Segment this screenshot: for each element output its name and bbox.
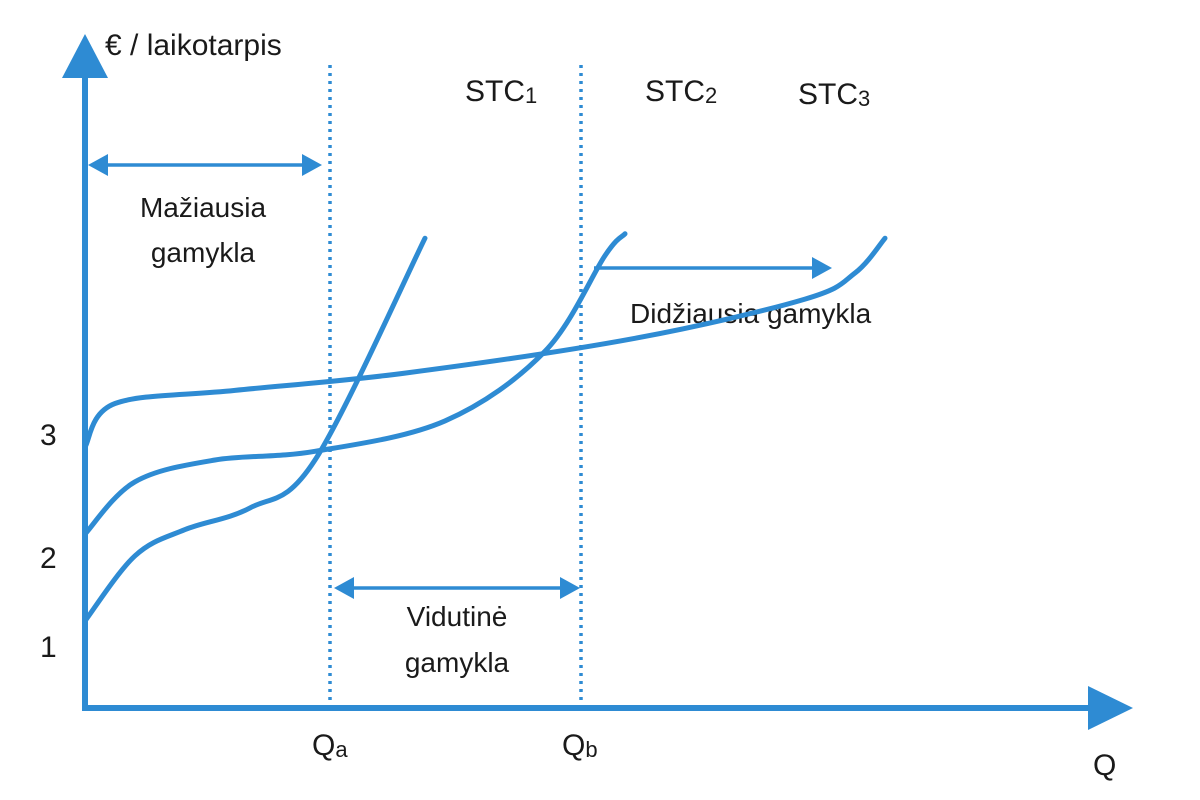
x-axis-label: Q — [1093, 749, 1116, 782]
stc2-label-main: STC — [645, 75, 705, 108]
stc3-label-main: STC — [798, 78, 858, 111]
stc2-label-sub: 2 — [705, 83, 717, 108]
stc3-curve — [82, 235, 888, 450]
medium-plant-label: Vidutinė — [407, 601, 508, 632]
y-tick-label: 1 — [40, 631, 57, 664]
y-tick-label: 2 — [40, 542, 57, 575]
stc3-label: STC3 — [798, 78, 870, 111]
stc1-label-main: STC — [465, 75, 525, 108]
x-tick-main: Q — [312, 729, 335, 762]
smallest-plant-label: Mažiausia — [140, 192, 266, 223]
x-tick-sub: b — [585, 737, 597, 762]
smallest-plant-arrowhead-left — [88, 154, 108, 176]
y-axis-arrowhead — [62, 34, 108, 78]
medium-plant-arrowhead-left — [334, 577, 354, 599]
medium-plant-arrowhead-right — [560, 577, 580, 599]
largest-plant-arrowhead — [812, 257, 832, 279]
stc1-label: STC1 — [465, 75, 537, 108]
stc3-label-sub: 3 — [858, 86, 870, 111]
stc2-label: STC2 — [645, 75, 717, 108]
x-axis-arrowhead — [1088, 686, 1133, 730]
stc1-curve — [82, 235, 428, 624]
medium-plant-label: gamykla — [405, 647, 510, 678]
stc1-label-sub: 1 — [525, 83, 537, 108]
x-tick-label: Qa — [312, 729, 348, 762]
y-axis-label: € / laikotarpis — [105, 29, 282, 62]
y-tick-label: 3 — [40, 419, 57, 452]
stc2-curve — [82, 231, 628, 537]
x-tick-sub: a — [335, 737, 348, 762]
x-tick-main: Q — [562, 729, 585, 762]
smallest-plant-arrowhead-right — [302, 154, 322, 176]
smallest-plant-label: gamykla — [151, 237, 256, 268]
x-tick-label: Qb — [562, 729, 598, 762]
